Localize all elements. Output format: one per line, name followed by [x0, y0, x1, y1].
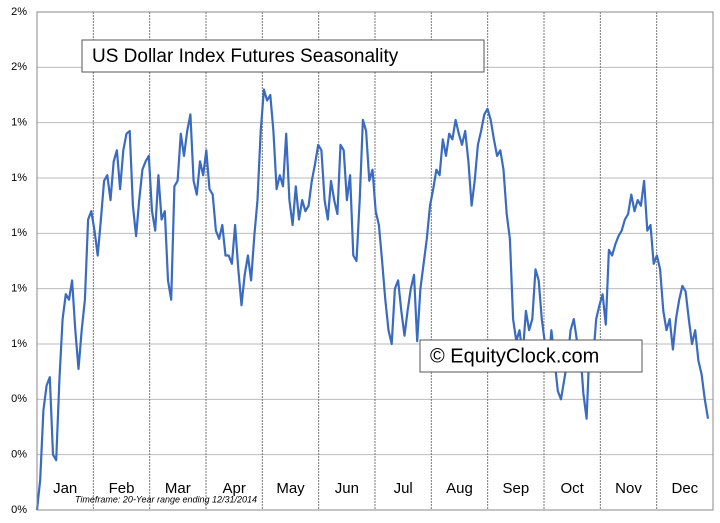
y-tick-label: 0% — [11, 393, 27, 405]
watermark: © EquityClock.com — [430, 345, 599, 367]
plot-frame — [36, 11, 714, 511]
x-tick-label: Sep — [502, 480, 529, 497]
x-tick-label: Aug — [446, 480, 473, 497]
series-line — [35, 88, 710, 511]
y-tick-label: 1% — [11, 338, 27, 350]
y-tick-label: 1% — [11, 117, 27, 129]
y-tick-label: 1% — [11, 227, 27, 239]
plot — [35, 88, 710, 511]
chart-title: US Dollar Index Futures Seasonality — [92, 46, 399, 67]
x-tick-label: Jul — [394, 480, 413, 497]
x-tick-label: Oct — [560, 480, 584, 497]
x-tick-label: May — [276, 480, 305, 497]
x-tick-label: Nov — [615, 480, 642, 497]
x-tick-label: Dec — [671, 480, 698, 497]
y-tick-label: 0% — [11, 504, 27, 516]
x-tick-label: Jun — [335, 480, 359, 497]
footnote: Timeframe: 20-Year range ending 12/31/20… — [75, 494, 257, 504]
y-tick-label: 1% — [11, 172, 27, 184]
y-tick-label: 2% — [11, 6, 27, 18]
grid — [37, 11, 713, 511]
title-box — [81, 39, 485, 73]
x-tick-label: Apr — [222, 480, 245, 497]
x-tick-label: Mar — [165, 480, 191, 497]
y-tick-label: 1% — [11, 283, 27, 295]
x-tick-label: Jan — [53, 480, 77, 497]
y-tick-label: 2% — [11, 61, 27, 73]
y-tick-label: 0% — [11, 449, 27, 461]
x-tick-label: Feb — [109, 480, 135, 497]
watermark-box — [419, 339, 643, 373]
